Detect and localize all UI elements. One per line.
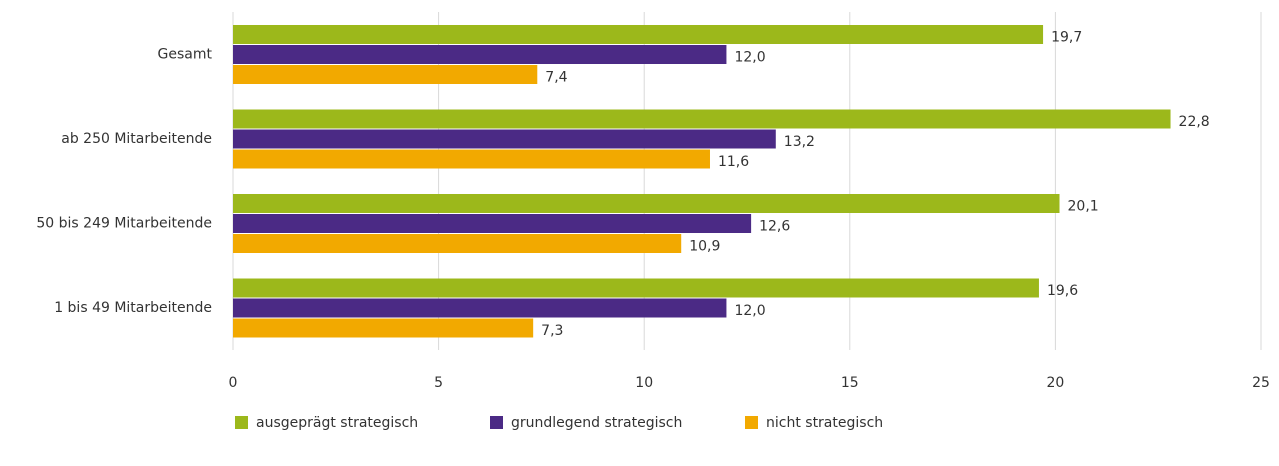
- value-label: 13,2: [784, 134, 815, 150]
- legend-swatch: [745, 416, 758, 429]
- value-label: 11,6: [718, 154, 749, 170]
- bar: [233, 278, 1039, 298]
- y-tick-label: 1 bis 49 Mitarbeitende: [54, 300, 212, 316]
- legend-label: ausgeprägt strategisch: [256, 415, 418, 431]
- legend-swatch: [490, 416, 503, 429]
- value-label: 12,0: [734, 303, 765, 319]
- bar: [233, 318, 534, 338]
- x-tick-label: 20: [1046, 375, 1064, 391]
- value-label: 22,8: [1179, 114, 1210, 130]
- bar: [233, 45, 727, 64]
- value-label: 12,6: [759, 219, 790, 235]
- value-label: 19,7: [1051, 30, 1082, 46]
- value-label: 10,9: [689, 239, 720, 255]
- bar: [233, 298, 727, 318]
- bar: [233, 129, 776, 149]
- value-label: 19,6: [1047, 283, 1078, 299]
- legend-label: grundlegend strategisch: [511, 415, 682, 431]
- y-tick-label: Gesamt: [158, 46, 213, 62]
- value-label: 7,4: [545, 70, 567, 86]
- y-tick-label: 50 bis 249 Mitarbeitende: [36, 215, 212, 231]
- bar: [233, 214, 752, 233]
- bar: [233, 194, 1060, 213]
- legend-label: nicht strategisch: [766, 415, 883, 431]
- bar: [233, 25, 1044, 44]
- bar: [233, 65, 538, 84]
- value-label: 7,3: [541, 323, 563, 339]
- value-label: 12,0: [734, 50, 765, 66]
- bar: [233, 234, 682, 253]
- value-label: 20,1: [1068, 199, 1099, 215]
- y-tick-label: ab 250 Mitarbeitende: [61, 131, 212, 147]
- bar: [233, 109, 1171, 129]
- legend-swatch: [235, 416, 248, 429]
- x-tick-label: 0: [229, 375, 238, 391]
- bar: [233, 149, 710, 169]
- x-tick-label: 10: [635, 375, 653, 391]
- x-tick-label: 25: [1252, 375, 1270, 391]
- x-tick-label: 15: [841, 375, 859, 391]
- x-tick-label: 5: [434, 375, 443, 391]
